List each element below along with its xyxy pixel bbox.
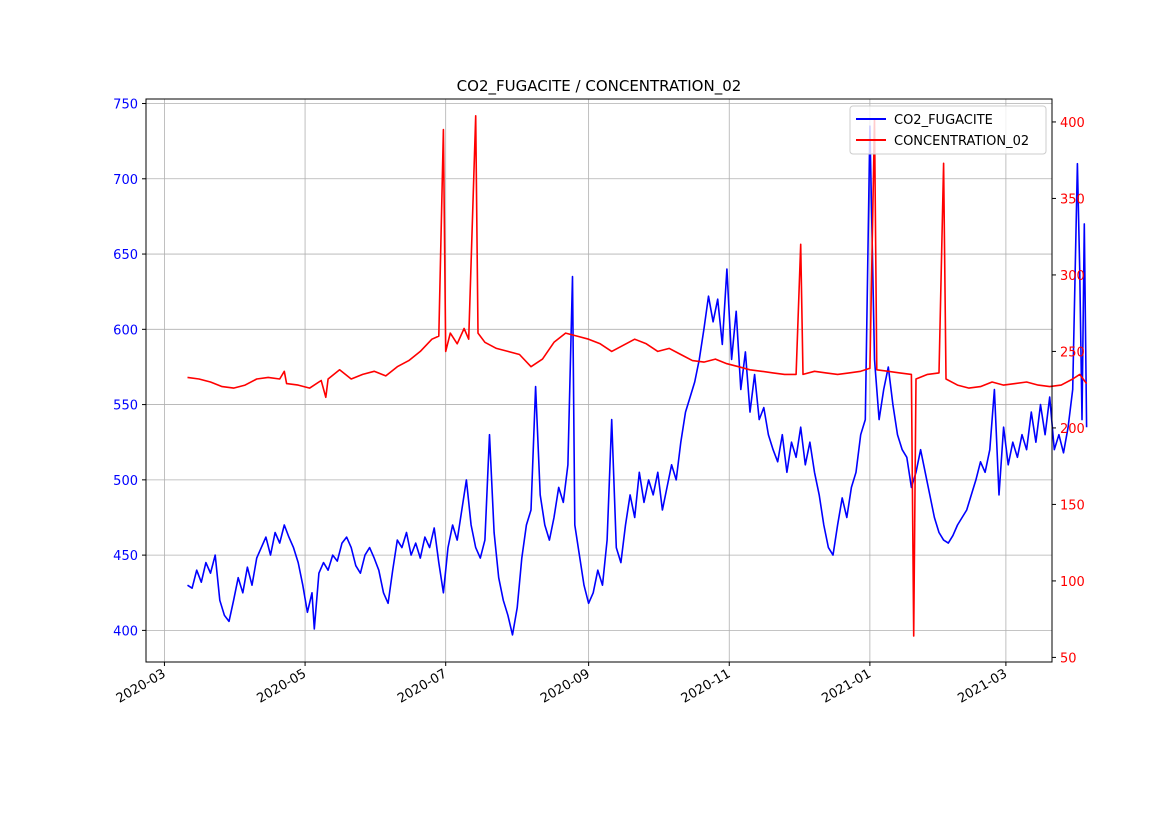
grid-layer: [146, 99, 1052, 662]
y-left-tick-label: 750: [113, 98, 138, 113]
legend: CO2_FUGACITE CONCENTRATION_02: [849, 105, 1047, 155]
y-right-tick-label: 200: [1060, 422, 1085, 437]
y-left-tick-label: 550: [113, 399, 138, 414]
chart-title: CO2_FUGACITE / CONCENTRATION_02: [457, 77, 742, 96]
y-left-tick-label: 700: [113, 173, 138, 188]
series-layer: [187, 115, 1088, 637]
y-right-tick-label: 400: [1060, 116, 1085, 131]
y-right-tick-label: 250: [1060, 345, 1085, 360]
y-right-tick-label: 350: [1060, 192, 1085, 207]
y-right-tick-label: 300: [1060, 269, 1085, 284]
y-left-tick-label: 500: [113, 474, 138, 489]
legend-box: [849, 105, 1047, 155]
series-line-concentration-02: [187, 115, 1088, 637]
legend-label-co2-fugacite: CO2_FUGACITE: [894, 113, 993, 128]
y-left-tick-label: 600: [113, 323, 138, 338]
y-left-tick-label: 400: [113, 624, 138, 639]
y-right-tick-label: 50: [1060, 651, 1077, 666]
y-left-tick-label: 650: [113, 248, 138, 263]
y-right-tick-label: 100: [1060, 575, 1085, 590]
plot-frame: [145, 98, 1053, 663]
y-right-tick-label: 150: [1060, 498, 1085, 513]
series-line-co2-fugacite: [187, 125, 1088, 636]
y-left-tick-label: 450: [113, 549, 138, 564]
legend-label-concentration-02: CONCENTRATION_02: [894, 134, 1029, 149]
